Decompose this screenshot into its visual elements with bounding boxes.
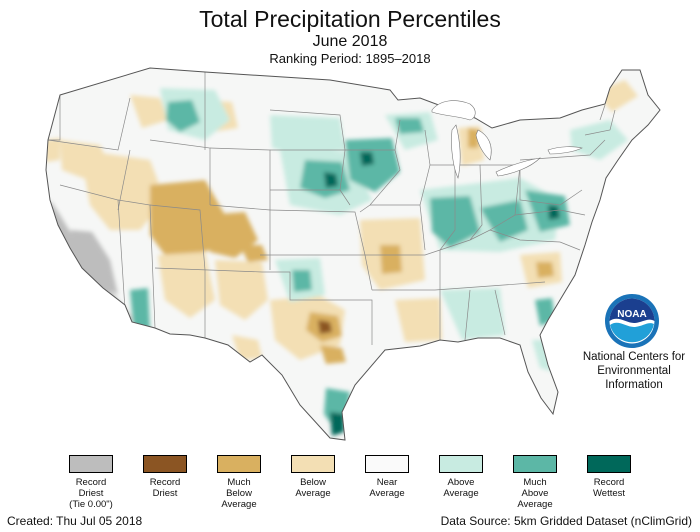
legend-label: Much Below Average — [221, 477, 257, 510]
ranking-period: Ranking Period: 1895–2018 — [269, 51, 431, 66]
us-land — [46, 68, 660, 440]
us-outline — [45, 67, 661, 441]
lake-huron — [475, 129, 492, 161]
legend-label: Record Driest — [149, 477, 181, 499]
precip-region-34 — [292, 270, 312, 292]
precip-region-3 — [150, 180, 225, 262]
ncei-line-1: National Centers for — [582, 351, 686, 363]
lake-erie — [495, 157, 541, 177]
precip-region-15 — [320, 345, 346, 364]
legend-label: Much Above Average — [517, 477, 553, 510]
lake-superior — [431, 100, 476, 121]
precip-region-7 — [240, 245, 268, 262]
precip-region-17 — [166, 100, 200, 132]
created-date: Created: Thu Jul 05 2018 — [7, 514, 143, 528]
legend-swatch — [587, 455, 631, 473]
ncei-line-3: Information — [605, 379, 663, 391]
legend-label: Record Wettest — [592, 477, 626, 499]
legend-swatch — [365, 455, 409, 473]
precip-region-9 — [130, 95, 168, 128]
data-source: Data Source: 5km Gridded Dataset (nClimG… — [440, 514, 692, 528]
legend-swatch — [143, 455, 187, 473]
legend-label: Below Average — [295, 477, 331, 499]
state-boundaries — [47, 72, 616, 345]
precip-region-22 — [345, 138, 400, 192]
precip-region-21 — [324, 172, 338, 188]
noaa-logo-text: NOAA — [617, 309, 646, 320]
precip-region-8 — [60, 140, 112, 180]
map-title: Total Precipitation Percentiles — [199, 6, 501, 32]
legend-above-average: Above Average — [430, 455, 492, 499]
legend-swatch — [513, 455, 557, 473]
lake-michigan — [451, 124, 461, 179]
legend-record-driest: Record Driest — [134, 455, 196, 499]
precip-region-38 — [395, 298, 442, 342]
precip-region-46 — [570, 120, 628, 160]
ncei-credit: National Centers for Environmental Infor… — [578, 350, 690, 392]
precip-region-1 — [70, 230, 118, 295]
precip-region-40 — [536, 262, 554, 278]
legend-much-above-average: Much Above Average — [504, 455, 566, 510]
precip-region-31 — [525, 190, 570, 232]
legend-swatch — [291, 455, 335, 473]
legend-label: Above Average — [443, 477, 479, 499]
precip-region-37 — [380, 245, 402, 274]
precip-region-18 — [270, 115, 345, 155]
legend-swatch — [439, 455, 483, 473]
precip-region-23 — [360, 152, 374, 166]
lake-ontario — [547, 146, 583, 155]
map-subtitle: June 2018 — [312, 33, 388, 50]
legend-record-driest-tie: Record Driest (Tie 0.00") — [60, 455, 122, 510]
precip-region-13 — [318, 320, 332, 334]
precip-region-6 — [215, 260, 268, 320]
precip-region-35 — [130, 288, 150, 332]
legend-label: Record Driest (Tie 0.00") — [69, 477, 113, 510]
precip-region-25 — [395, 118, 424, 134]
legend-swatch — [69, 455, 113, 473]
precip-region-32 — [548, 205, 560, 220]
precip-region-41 — [440, 288, 505, 340]
legend-label: Near Average — [369, 477, 405, 499]
precip-region-45 — [330, 412, 344, 436]
legend-record-wettest: Record Wettest — [578, 455, 640, 499]
precipitation-regions — [46, 80, 638, 436]
legend-below-average: Below Average — [282, 455, 344, 499]
precip-region-30 — [480, 200, 528, 242]
legend: Record Driest (Tie 0.00") Record Driest … — [60, 455, 640, 510]
precip-region-48 — [46, 138, 60, 162]
legend-much-below-average: Much Below Average — [208, 455, 270, 510]
noaa-logo: NOAA — [605, 294, 659, 348]
legend-near-average: Near Average — [356, 455, 418, 499]
legend-swatch — [217, 455, 261, 473]
ncei-line-2: Environmental — [597, 365, 671, 377]
